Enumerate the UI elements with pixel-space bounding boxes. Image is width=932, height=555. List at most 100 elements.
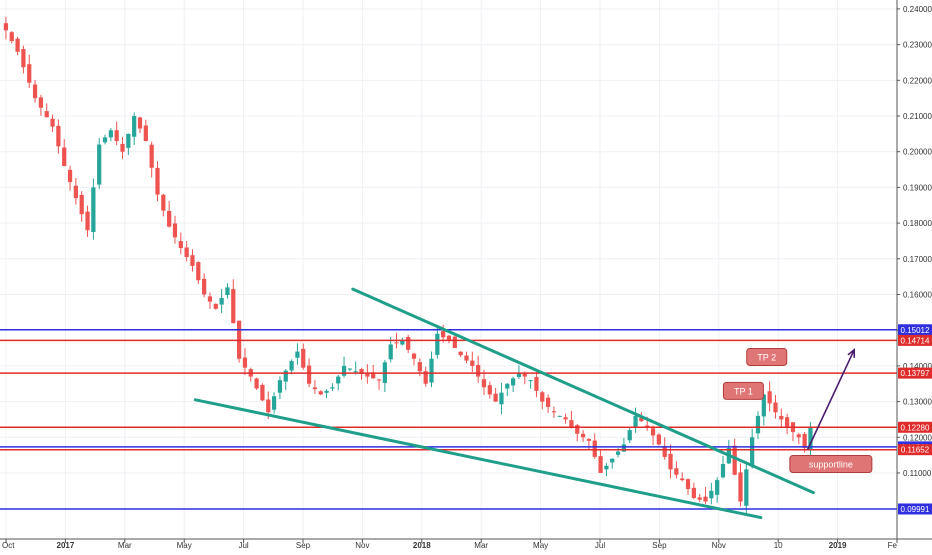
- candle-body: [9, 32, 14, 42]
- candle-body: [511, 378, 516, 386]
- candle-body: [545, 397, 551, 407]
- price-level-label: 0.14714: [901, 336, 930, 345]
- candle-body: [102, 137, 108, 143]
- candle-body: [569, 420, 574, 427]
- candle-body: [132, 116, 137, 137]
- candle-body: [744, 469, 749, 506]
- candle-body: [50, 118, 55, 127]
- candle-body: [155, 167, 160, 195]
- candle-body: [586, 439, 592, 441]
- trendlines: [193, 287, 815, 520]
- candle-body: [79, 194, 84, 215]
- candle-body: [732, 445, 737, 475]
- candle-body: [318, 391, 323, 395]
- candle-body: [650, 428, 656, 436]
- price-level-tags: 0.150120.147140.137970.122800.117310.116…: [898, 324, 932, 515]
- candle-body: [481, 379, 487, 388]
- candle-body: [476, 364, 481, 377]
- candle-body: [808, 427, 813, 450]
- candle-body: [394, 342, 399, 344]
- candle-body: [371, 372, 376, 379]
- arrow-head: [847, 348, 856, 358]
- candle-body: [365, 373, 370, 377]
- candle-body: [505, 383, 510, 389]
- candle-body: [499, 392, 504, 405]
- candle-body: [62, 147, 67, 166]
- y-tick-label: 0.24000: [903, 5, 932, 14]
- candle-body: [528, 380, 533, 382]
- callout-box: [789, 455, 873, 474]
- candle-body: [406, 337, 411, 350]
- candle-body: [108, 130, 113, 138]
- candle-body: [143, 125, 148, 141]
- candle-body: [85, 211, 90, 231]
- price-level-label: 0.11652: [901, 446, 930, 455]
- candle-body: [359, 369, 364, 374]
- price-level-tag: [898, 421, 932, 433]
- candle-body: [516, 373, 522, 377]
- candle-body: [697, 497, 702, 500]
- x-tick-label: May: [533, 541, 548, 550]
- y-tick-label: 0.13000: [903, 398, 932, 407]
- candle-body: [662, 446, 667, 457]
- candle-body: [295, 351, 300, 358]
- candle-body: [621, 444, 627, 452]
- y-tick-label: 0.14000: [903, 362, 932, 371]
- candle-body: [126, 133, 131, 148]
- candle-body: [196, 262, 201, 281]
- candle-body: [254, 378, 259, 389]
- price-level-tag: [898, 444, 932, 456]
- callout-box: [746, 347, 788, 366]
- candle-body: [266, 399, 271, 413]
- candle-body: [446, 335, 452, 341]
- callout-label: TP 1: [734, 386, 753, 396]
- x-tick-label: Fe: [888, 541, 898, 550]
- candle-body: [336, 376, 341, 384]
- candle-body: [627, 430, 632, 441]
- candle-body: [306, 365, 312, 384]
- candle-body: [755, 415, 761, 434]
- candle-body: [202, 278, 207, 295]
- candle-body: [522, 373, 527, 377]
- candle-body: [720, 464, 726, 478]
- price-level-tag: [898, 503, 932, 515]
- candle-body: [411, 353, 417, 359]
- candle-body: [3, 23, 9, 31]
- candle-body: [242, 357, 248, 368]
- candle-body: [750, 437, 755, 466]
- candle-body: [15, 38, 20, 52]
- x-tick-label: 2017: [57, 541, 75, 550]
- candle-body: [347, 368, 352, 370]
- candle-body: [283, 370, 288, 382]
- candle-body: [592, 440, 597, 457]
- candle-body: [557, 415, 562, 417]
- x-tick-label: Oct: [2, 541, 15, 550]
- candle-body: [27, 64, 32, 83]
- candle-body: [715, 480, 720, 495]
- x-tick-label: May: [177, 541, 192, 550]
- callout-label: TP 2: [757, 352, 776, 362]
- x-tick-label: 10: [774, 541, 783, 550]
- candle-body: [91, 187, 96, 232]
- candle-body: [172, 223, 178, 238]
- candle-body: [219, 298, 224, 305]
- candle-body: [184, 247, 189, 258]
- time-axis: Oct 2017 Mar May Jul Sep Nov 2018 Mar May Jul Sep No…: [2, 539, 898, 550]
- candle-body: [312, 387, 318, 390]
- y-tick-label: 0.16000: [903, 290, 932, 299]
- y-tick-label: 0.20000: [903, 148, 932, 157]
- candle-body: [703, 496, 708, 502]
- price-level-tag: [898, 367, 932, 379]
- candle-body: [685, 479, 691, 490]
- candle-body: [534, 377, 539, 391]
- x-tick-label: Sep: [296, 541, 311, 550]
- candle-body: [738, 472, 743, 502]
- candle-body: [656, 434, 661, 445]
- candle-body: [802, 434, 807, 448]
- candle-body: [598, 456, 603, 473]
- trendline: [351, 287, 815, 495]
- x-tick-label: Sep: [652, 541, 667, 550]
- price-level-label: 0.13797: [901, 369, 930, 378]
